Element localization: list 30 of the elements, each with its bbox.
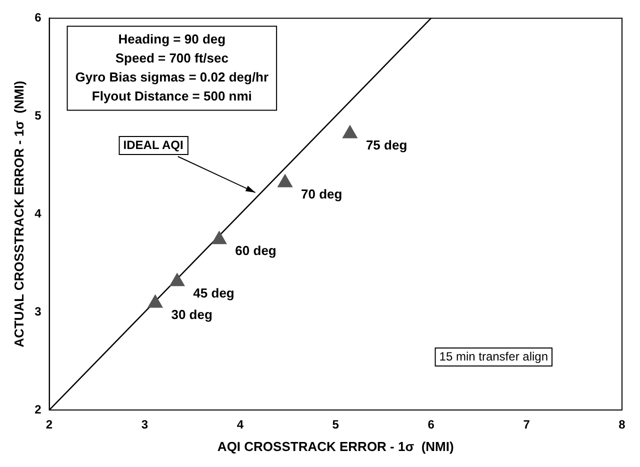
x-tick-label: 8 bbox=[618, 418, 626, 432]
annotation: Speed = 700 ft/sec bbox=[115, 50, 228, 66]
point bbox=[148, 294, 163, 308]
x-tick-label: 6 bbox=[428, 418, 435, 432]
x-tick-label: 7 bbox=[523, 418, 530, 432]
annotation: 15 min transfer align bbox=[439, 349, 548, 364]
annotation: 45 deg bbox=[193, 285, 234, 300]
annotation: Flyout Distance = 500 nmi bbox=[92, 88, 252, 104]
y-tick-label: 3 bbox=[34, 304, 42, 318]
annotation: 30 deg bbox=[171, 306, 212, 322]
x-tick-label: 4 bbox=[236, 418, 244, 432]
x-tick-label: 3 bbox=[141, 418, 148, 432]
annotation: 70 deg bbox=[301, 186, 342, 202]
annotation: 75 deg bbox=[366, 137, 408, 152]
annotation: Gyro Bias sigmas = 0.02 deg/hr bbox=[75, 69, 269, 84]
y-tick-label: 6 bbox=[34, 10, 42, 25]
point bbox=[212, 231, 227, 244]
y-tick-label: 5 bbox=[34, 108, 42, 122]
y-tick-label: 4 bbox=[34, 206, 42, 220]
point bbox=[170, 273, 185, 286]
y-tick-label: 2 bbox=[34, 402, 42, 416]
x-tick-label: 5 bbox=[332, 418, 340, 432]
annotation: 60 deg bbox=[235, 243, 276, 258]
annotation: Heading = 90 deg bbox=[118, 31, 226, 46]
point bbox=[342, 125, 358, 138]
text: IDEAL AQI bbox=[123, 138, 184, 152]
x-axis-title: AQI CROSSTRACK ERROR - 1σ (NMI) bbox=[217, 438, 454, 454]
y-axis-title: ACTUAL CROSSTRACK ERROR - 1σ (NMI) bbox=[11, 80, 26, 348]
point bbox=[278, 174, 292, 188]
x-tick-label: 2 bbox=[46, 418, 53, 432]
